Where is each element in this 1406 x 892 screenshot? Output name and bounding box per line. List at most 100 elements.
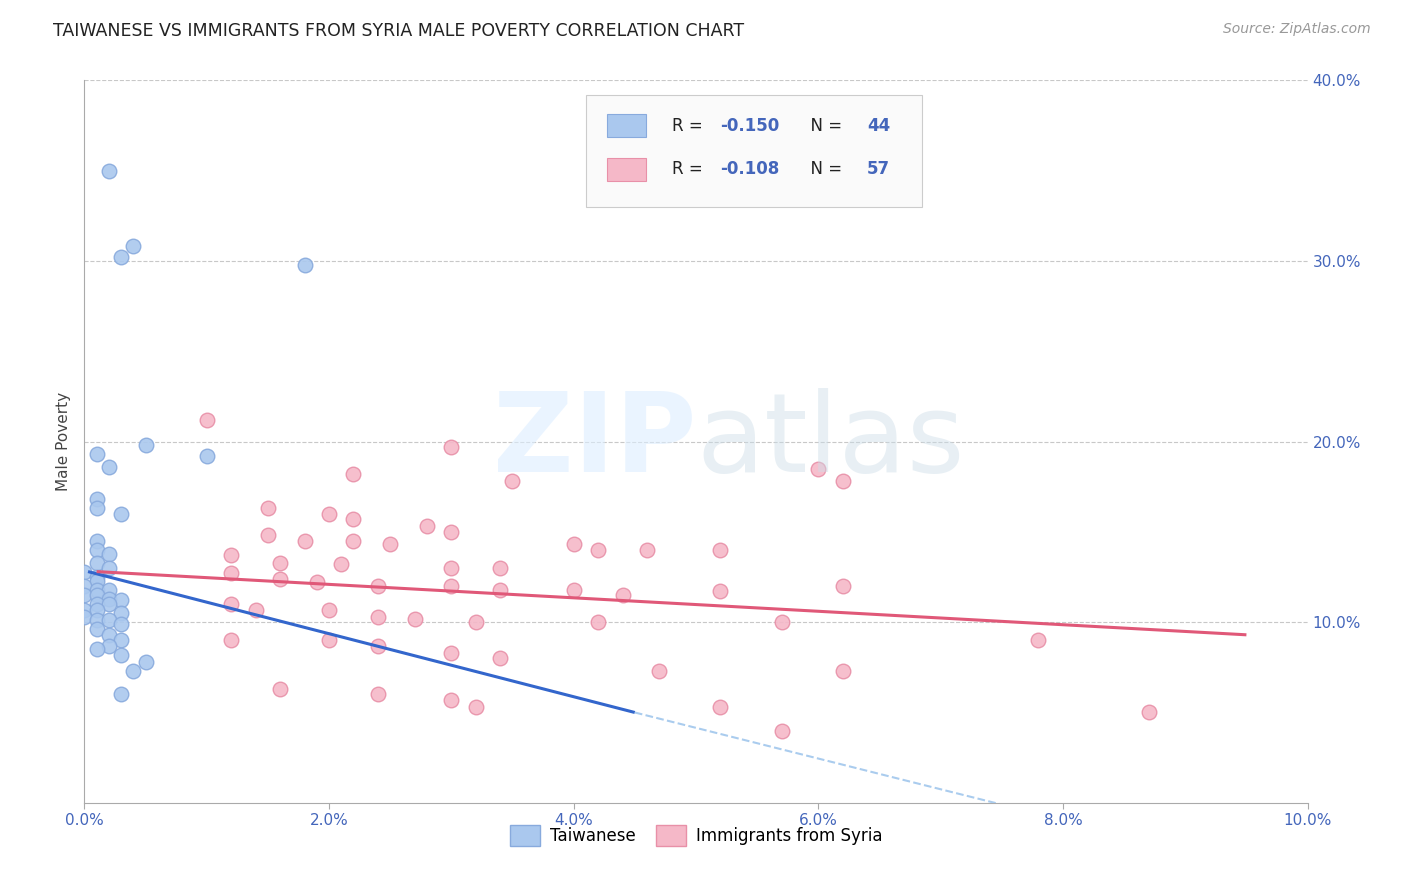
- Point: [86, 613, 108, 627]
- Legend: Taiwanese, Immigrants from Syria: Taiwanese, Immigrants from Syria: [503, 819, 889, 852]
- Point: [86, 588, 108, 602]
- Point: [367, 687, 389, 701]
- Point: [219, 549, 242, 563]
- Text: -0.108: -0.108: [720, 161, 780, 178]
- Point: [831, 664, 853, 678]
- Point: [380, 537, 402, 551]
- Text: R =: R =: [672, 117, 707, 135]
- Point: [110, 593, 132, 607]
- Point: [464, 700, 486, 714]
- Point: [294, 533, 316, 548]
- Point: [110, 507, 132, 521]
- Point: [86, 492, 108, 507]
- Point: [86, 533, 108, 548]
- Point: [97, 561, 120, 575]
- Point: [257, 501, 280, 516]
- Point: [219, 633, 242, 648]
- Point: [294, 258, 316, 272]
- Point: [195, 449, 218, 463]
- Point: [586, 615, 609, 630]
- Point: [831, 475, 853, 489]
- FancyBboxPatch shape: [606, 158, 645, 181]
- Point: [86, 556, 108, 570]
- Point: [86, 623, 108, 637]
- Point: [73, 565, 96, 579]
- Point: [489, 561, 512, 575]
- Point: [97, 613, 120, 627]
- Point: [97, 547, 120, 561]
- Point: [110, 687, 132, 701]
- Point: [440, 646, 463, 660]
- Point: [440, 524, 463, 539]
- Point: [562, 582, 585, 597]
- Point: [831, 579, 853, 593]
- Point: [86, 570, 108, 584]
- Point: [97, 459, 120, 474]
- Point: [110, 633, 132, 648]
- Text: TAIWANESE VS IMMIGRANTS FROM SYRIA MALE POVERTY CORRELATION CHART: TAIWANESE VS IMMIGRANTS FROM SYRIA MALE …: [53, 22, 745, 40]
- Point: [636, 542, 658, 557]
- Point: [440, 440, 463, 454]
- Text: 57: 57: [868, 161, 890, 178]
- Point: [110, 250, 132, 264]
- Text: atlas: atlas: [696, 388, 965, 495]
- Point: [97, 597, 120, 611]
- Point: [305, 575, 328, 590]
- Point: [269, 681, 291, 696]
- Point: [416, 519, 439, 533]
- Point: [97, 639, 120, 653]
- Point: [122, 239, 145, 253]
- Point: [73, 579, 96, 593]
- Point: [219, 566, 242, 581]
- FancyBboxPatch shape: [586, 95, 922, 207]
- Point: [367, 609, 389, 624]
- Point: [489, 582, 512, 597]
- Text: -0.150: -0.150: [720, 117, 780, 135]
- Point: [709, 542, 731, 557]
- Text: R =: R =: [672, 161, 707, 178]
- Point: [269, 572, 291, 586]
- Point: [110, 617, 132, 632]
- Point: [110, 648, 132, 662]
- Point: [709, 700, 731, 714]
- Point: [86, 574, 108, 588]
- Point: [195, 413, 218, 427]
- Point: [464, 615, 486, 630]
- Point: [770, 723, 793, 738]
- Point: [807, 461, 830, 475]
- Text: Source: ZipAtlas.com: Source: ZipAtlas.com: [1223, 22, 1371, 37]
- FancyBboxPatch shape: [606, 114, 645, 137]
- Point: [489, 651, 512, 665]
- Point: [86, 447, 108, 461]
- Point: [269, 556, 291, 570]
- Point: [245, 602, 267, 616]
- Point: [330, 558, 353, 572]
- Point: [257, 528, 280, 542]
- Point: [648, 664, 671, 678]
- Text: 44: 44: [868, 117, 890, 135]
- Point: [612, 588, 634, 602]
- Point: [110, 606, 132, 620]
- Point: [86, 582, 108, 597]
- Point: [219, 597, 242, 611]
- Text: N =: N =: [800, 117, 848, 135]
- Point: [440, 693, 463, 707]
- Point: [1137, 706, 1160, 720]
- Text: ZIP: ZIP: [492, 388, 696, 495]
- Point: [318, 602, 340, 616]
- Point: [97, 591, 120, 606]
- Point: [86, 642, 108, 657]
- Point: [97, 628, 120, 642]
- Point: [86, 501, 108, 516]
- Point: [342, 467, 364, 481]
- Point: [86, 602, 108, 616]
- Point: [367, 579, 389, 593]
- Point: [342, 533, 364, 548]
- Point: [562, 537, 585, 551]
- Point: [135, 438, 157, 452]
- Point: [73, 602, 96, 616]
- Point: [502, 475, 524, 489]
- Point: [318, 507, 340, 521]
- Point: [404, 611, 426, 625]
- Point: [86, 597, 108, 611]
